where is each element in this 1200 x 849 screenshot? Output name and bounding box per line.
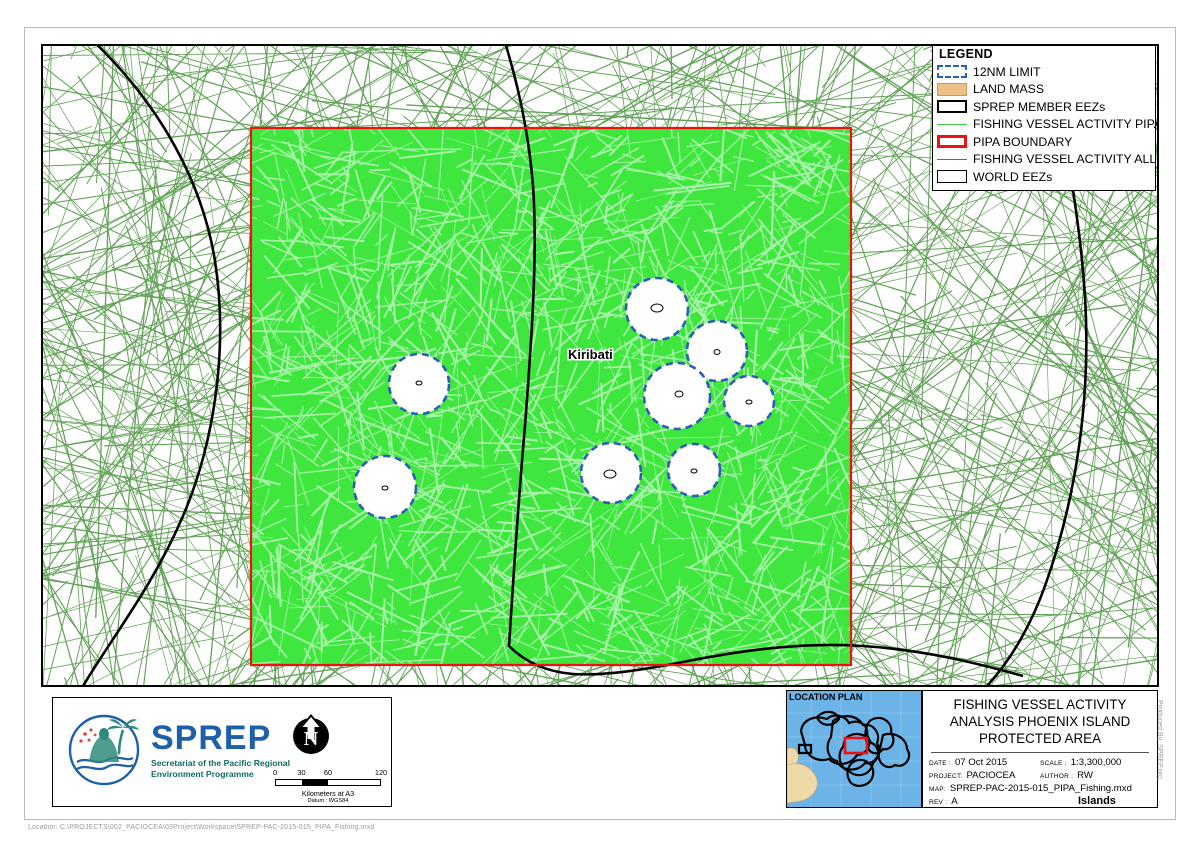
location-plan-inset[interactable]: LOCATION PLAN [786, 690, 922, 808]
scale-key: SCALE : [1040, 760, 1067, 768]
footer-location-path: Location: C:\PROJECTS\002_PACIOCEA\03Pro… [28, 824, 375, 831]
island-landmass-shapes [381, 303, 753, 491]
scale-tick-120: 120 [374, 768, 388, 777]
scale-tick-30: 30 [297, 768, 306, 777]
legend-item-world-eez: WORLD EEZs [937, 168, 1151, 186]
legend: LEGEND 12NM LIMIT LAND MASS SPREP MEMBER… [932, 46, 1157, 191]
scale-datum: Datum : WGS84 [307, 798, 349, 804]
scale-value: 1:3,300,000 [1070, 757, 1122, 769]
sprep-logo: SPREP Secretariat of the Pacific Regiona… [63, 714, 290, 786]
sprep-wordmark: SPREP [151, 718, 272, 757]
sprep-emblem-icon [68, 714, 140, 786]
title-line-1: FISHING VESSEL ACTIVITY [953, 697, 1127, 712]
sprep-subtitle-line1: Secretariat of the Pacific Regional [151, 757, 290, 768]
map-value: SPREP-PAC-2015-015_PIPA_Fishing.mxd [949, 783, 1132, 795]
logo-scale-box: SPREP Secretariat of the Pacific Regiona… [52, 697, 392, 807]
scale-tick-60: 60 [323, 768, 333, 777]
legend-swatch-pipa-boundary-icon [937, 135, 967, 149]
map-key: MAP: [929, 786, 946, 794]
legend-label-pipa-boundary: PIPA BOUNDARY [973, 134, 1073, 149]
sprep-subtitle-line2: Environment Programme [151, 768, 254, 779]
title-block: FISHING VESSEL ACTIVITY ANALYSIS PHOENIX… [922, 690, 1158, 808]
clipped-islands-label: Islands [1078, 795, 1116, 807]
legend-label-sprep-eez: SPREP MEMBER EEZs [973, 99, 1106, 114]
legend-item-land-mass: LAND MASS [937, 81, 1151, 99]
legend-swatch-sprep-eez-icon [937, 100, 967, 114]
field-rev: REV : A [929, 796, 1151, 807]
field-scale: SCALE : 1:3,300,000 [1040, 757, 1151, 768]
legend-item-12nm-limit: 12NM LIMIT [937, 63, 1151, 81]
legend-label-land: LAND MASS [973, 82, 1045, 97]
scale-tick-0: 0 [272, 768, 278, 777]
location-plan-map [787, 691, 921, 807]
pipa-extent-indicator [843, 736, 869, 755]
scale-caption: Kilometers at A3 [301, 789, 355, 798]
svg-text:N: N [304, 728, 319, 750]
field-map: MAP: SPREP-PAC-2015-015_PIPA_Fishing.mxd [929, 783, 1151, 794]
author-key: AUTHOR : [1040, 773, 1074, 781]
project-value: PACIOCEA [966, 770, 1016, 782]
pipa-boundary [249, 126, 853, 667]
produced-by-credit: Produced By: SPREP.org [1156, 700, 1163, 779]
title-line-2: ANALYSIS PHOENIX ISLAND [949, 714, 1131, 730]
legend-label-12nm: 12NM LIMIT [973, 64, 1041, 79]
field-project: PROJECT: PACIOCEA [929, 770, 1040, 781]
scale-bar: 0 30 60 120 Kilometers at A3 Datum : WGS… [272, 768, 387, 804]
legend-item-activity-pipa: FISHING VESSEL ACTIVITY PIPA [937, 116, 1157, 134]
rev-value: A [951, 796, 958, 808]
legend-swatch-activity-pipa-icon [937, 118, 967, 131]
title-line-3: PROTECTED AREA [978, 731, 1102, 747]
field-author: AUTHOR : RW [1040, 770, 1151, 781]
field-date: DATE : 07 Oct 2015 [929, 757, 1040, 768]
map-frame[interactable]: Kiribati Tokelau LEGEND 12NM LIMIT LAND … [41, 44, 1159, 687]
author-value: RW [1077, 770, 1093, 782]
legend-label-activity-pipa: FISHING VESSEL ACTIVITY PIPA [973, 117, 1159, 132]
project-key: PROJECT: [929, 773, 963, 781]
map-label-kiribati: Kiribati [568, 347, 613, 362]
legend-label-world-eez: WORLD EEZs [973, 169, 1053, 184]
legend-label-activity-all: FISHING VESSEL ACTIVITY ALL [973, 152, 1157, 167]
legend-item-activity-all: FISHING VESSEL ACTIVITY ALL [937, 151, 1156, 169]
location-plan-title: LOCATION PLAN [789, 692, 863, 702]
legend-swatch-world-eez-icon [937, 170, 967, 184]
date-key: DATE : [929, 760, 951, 768]
legend-title: LEGEND [939, 47, 993, 61]
legend-swatch-12nm-icon [937, 65, 967, 79]
north-arrow-icon: N [289, 712, 333, 761]
date-value: 07 Oct 2015 [954, 757, 1008, 769]
eez-outlines-inset [797, 710, 911, 787]
rev-key: REV : [929, 799, 948, 807]
legend-item-sprep-eez: SPREP MEMBER EEZs [937, 98, 1151, 116]
scale-bar-graphic [275, 779, 381, 786]
legend-item-pipa-boundary: PIPA BOUNDARY [937, 133, 1151, 151]
map-canvas [43, 46, 1157, 685]
twelve-nm-limit-circles [352, 276, 776, 520]
legend-swatch-activity-all-icon [937, 153, 967, 166]
title-divider [931, 752, 1149, 754]
legend-swatch-land-icon [937, 82, 967, 96]
